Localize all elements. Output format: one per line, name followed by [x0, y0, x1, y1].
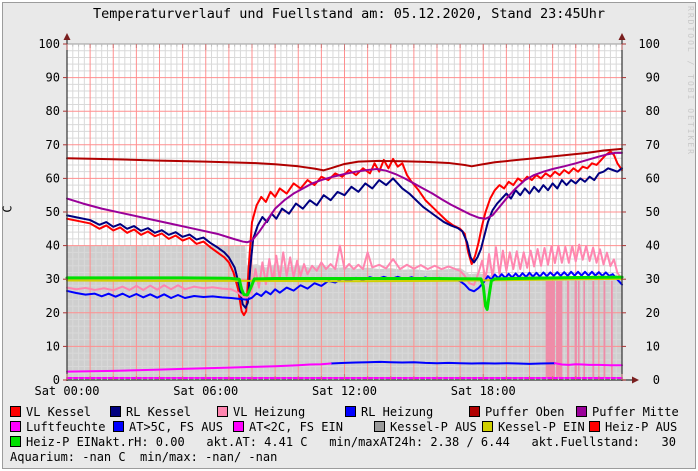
legend-swatch [576, 406, 587, 417]
legend-item: RL Heizung [345, 405, 469, 419]
legend-item: akt.rH: 0.00 akt.AT: 4.41 C min/maxAT24h… [98, 435, 676, 449]
svg-text:100: 100 [638, 37, 660, 51]
svg-text:90: 90 [46, 71, 60, 85]
svg-text:80: 80 [646, 104, 660, 118]
legend-label: VL Heizung [233, 404, 306, 419]
svg-text:0: 0 [53, 373, 60, 387]
legend-row: Luftfeuchte AT>5C, FS AUS AT<2C, FS EIN Kes… [10, 419, 694, 434]
legend-item: Kessel-P EIN [482, 420, 589, 434]
legend-label: Luftfeuchte [26, 419, 106, 434]
svg-text:50: 50 [46, 205, 60, 219]
svg-text:60: 60 [46, 171, 60, 185]
legend-item: RL Kessel [110, 405, 217, 419]
svg-text:100: 100 [38, 37, 60, 51]
svg-text:20: 20 [46, 306, 60, 320]
svg-text:0: 0 [653, 373, 660, 387]
svg-text:10: 10 [646, 339, 660, 353]
legend-item: Heiz-P AUS [589, 420, 677, 434]
legend-item: Heiz-P EIN [10, 435, 98, 449]
legend-swatch [10, 406, 21, 417]
legend-label: Puffer Oben [485, 404, 565, 419]
legend-label: Aquarium: -nan C min/max: -nan/ -nan [10, 449, 278, 464]
legend-row: Aquarium: -nan C min/max: -nan/ -nan [10, 449, 694, 464]
svg-text:10: 10 [46, 339, 60, 353]
svg-text:60: 60 [646, 171, 660, 185]
legend-swatch [482, 421, 493, 432]
legend-label: Puffer Mitte [592, 404, 679, 419]
legend-label: RL Heizung [361, 404, 434, 419]
legend-label: akt.rH: 0.00 akt.AT: 4.41 C min/maxAT24h… [98, 434, 676, 449]
svg-text:80: 80 [46, 104, 60, 118]
legend-swatch [233, 421, 244, 432]
legend-label: Kessel-P AUS [390, 419, 477, 434]
legend: VL Kessel RL Kessel VL Heizung RL Heizung Pu… [10, 404, 694, 464]
legend-item: Puffer Oben [469, 405, 576, 419]
legend-swatch [589, 421, 600, 432]
rrdtool-watermark: RRDTOOL / TOBI OETIKER [686, 6, 695, 156]
svg-text:Sat 00:00: Sat 00:00 [34, 384, 99, 398]
svg-text:30: 30 [46, 272, 60, 286]
legend-row: Heiz-P EIN akt.rH: 0.00 akt.AT: 4.41 C mi… [10, 434, 694, 449]
legend-swatch [217, 406, 228, 417]
legend-item: VL Heizung [217, 405, 345, 419]
legend-item: AT>5C, FS AUS [113, 420, 233, 434]
svg-text:Sat 18:00: Sat 18:00 [451, 384, 516, 398]
legend-swatch [113, 421, 124, 432]
legend-swatch [110, 406, 121, 417]
legend-swatch [10, 436, 21, 447]
legend-row: VL Kessel RL Kessel VL Heizung RL Heizung Pu… [10, 404, 694, 419]
legend-label: Heiz-P EIN [26, 434, 99, 449]
legend-label: VL Kessel [26, 404, 92, 419]
svg-text:70: 70 [646, 138, 660, 152]
legend-swatch [345, 406, 356, 417]
svg-text:40: 40 [646, 239, 660, 253]
svg-text:30: 30 [646, 272, 660, 286]
svg-text:50: 50 [646, 205, 660, 219]
legend-item: AT<2C, FS EIN [233, 420, 374, 434]
legend-item: Aquarium: -nan C min/max: -nan/ -nan [10, 450, 277, 464]
svg-text:20: 20 [646, 306, 660, 320]
svg-text:Sat 06:00: Sat 06:00 [173, 384, 238, 398]
svg-text:Sat 12:00: Sat 12:00 [312, 384, 377, 398]
legend-swatch [469, 406, 480, 417]
legend-item: Puffer Mitte [576, 405, 679, 419]
svg-text:70: 70 [46, 138, 60, 152]
legend-swatch [374, 421, 385, 432]
legend-item: Luftfeuchte [10, 420, 113, 434]
chart-title: Temperaturverlauf und Fuellstand am: 05.… [92, 6, 606, 22]
legend-item: VL Kessel [10, 405, 110, 419]
legend-label: AT<2C, FS EIN [249, 419, 343, 434]
legend-label: AT>5C, FS AUS [129, 419, 223, 434]
legend-swatch [10, 421, 21, 432]
svg-text:90: 90 [646, 71, 660, 85]
svg-text:40: 40 [46, 239, 60, 253]
chart-plot: 0 0 10 10 20 20 30 30 40 40 50 50 60 60 70 70 80 80 90 90 10… [34, 33, 660, 398]
legend-label: Heiz-P AUS [605, 419, 678, 434]
legend-label: RL Kessel [126, 404, 192, 419]
legend-label: Kessel-P EIN [498, 419, 585, 434]
legend-item: Kessel-P AUS [374, 420, 482, 434]
